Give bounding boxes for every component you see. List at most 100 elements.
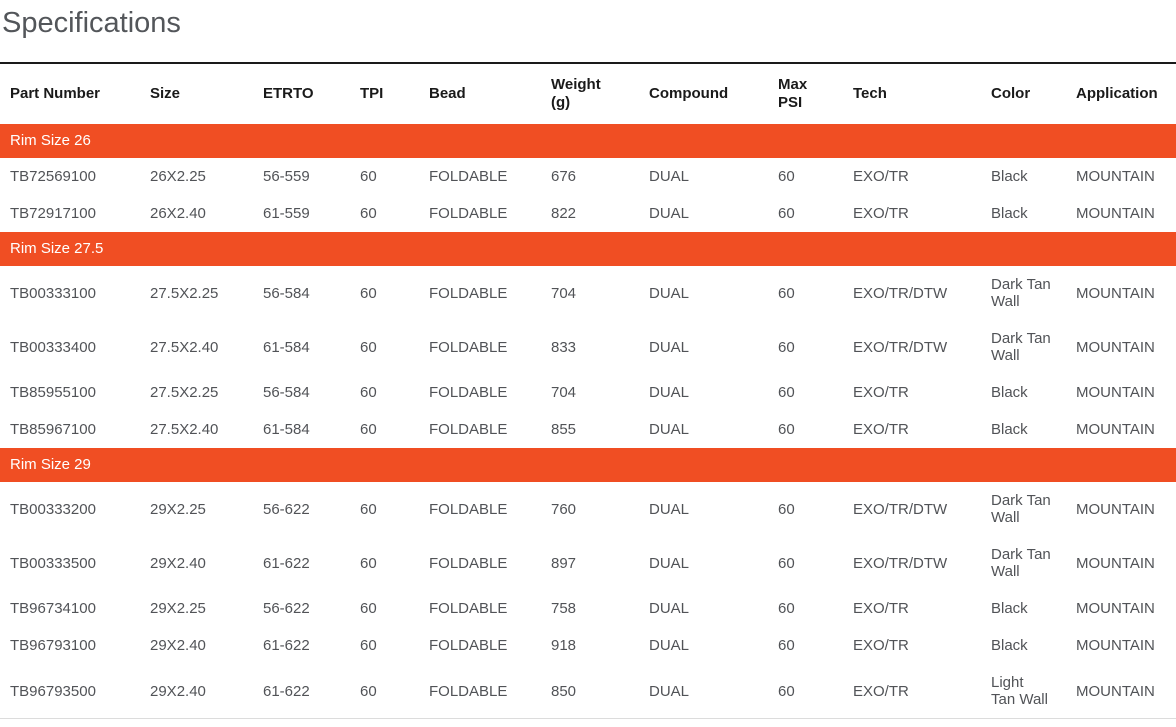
cell-tpi: 60 [360,205,377,222]
cell-tpi: 60 [360,554,377,572]
cell-size: 29X2.40 [150,637,206,654]
cell-etrto: 56-559 [263,168,310,185]
col-header-weight: Weight (g) [551,76,601,111]
table-row: TB00333500 29X2.40 61-622 60 FOLDABLE 89… [0,536,1176,590]
cell-compound: DUAL [649,682,690,700]
cell-application: MOUNTAIN [1076,284,1155,302]
cell-tech: EXO/TR/DTW [853,284,948,302]
col-header-tpi: TPI [360,85,384,102]
cell-max-psi: 60 [778,338,795,356]
cell-max-psi: 60 [778,600,795,617]
cell-tpi: 60 [360,384,377,401]
cell-etrto: 56-584 [263,284,310,302]
cell-application: MOUNTAIN [1076,168,1155,185]
cell-application: MOUNTAIN [1076,554,1155,572]
cell-weight: 897 [551,554,577,572]
cell-max-psi: 60 [778,284,795,302]
col-header-size: Size [150,85,181,102]
cell-weight: 850 [551,682,577,700]
cell-max-psi: 60 [778,554,795,572]
cell-weight: 855 [551,421,577,438]
col-header-compound: Compound [649,85,729,102]
cell-tpi: 60 [360,500,377,518]
cell-bead: FOLDABLE [429,384,508,401]
cell-tpi: 60 [360,168,377,185]
cell-color: Black [991,384,1028,401]
cell-compound: DUAL [649,637,690,654]
table-row: TB00333400 27.5X2.40 61-584 60 FOLDABLE … [0,320,1176,374]
col-header-color: Color [991,85,1031,102]
cell-tech: EXO/TR/DTW [853,338,948,356]
cell-max-psi: 60 [778,205,795,222]
cell-bead: FOLDABLE [429,554,508,572]
cell-size: 27.5X2.25 [150,284,219,302]
cell-tpi: 60 [360,284,377,302]
cell-part-number: TB85955100 [10,384,96,401]
cell-application: MOUNTAIN [1076,500,1155,518]
cell-weight: 760 [551,500,577,518]
cell-color: Dark Tan Wall [991,546,1051,580]
cell-etrto: 61-622 [263,554,310,572]
cell-tech: EXO/TR [853,600,909,617]
cell-bead: FOLDABLE [429,338,508,356]
cell-bead: FOLDABLE [429,500,508,518]
cell-weight: 676 [551,168,577,185]
cell-max-psi: 60 [778,421,795,438]
cell-part-number: TB85967100 [10,421,96,438]
cell-part-number: TB72569100 [10,168,96,185]
cell-weight: 704 [551,384,577,401]
section-label: Rim Size 29 [0,448,1176,482]
section-label: Rim Size 26 [0,124,1176,158]
cell-compound: DUAL [649,168,690,185]
cell-tpi: 60 [360,637,377,654]
cell-tpi: 60 [360,338,377,356]
section-header-row: Rim Size 26 [0,124,1176,158]
cell-tech: EXO/TR [853,682,909,700]
cell-part-number: TB96734100 [10,600,96,617]
cell-etrto: 61-559 [263,205,310,222]
cell-application: MOUNTAIN [1076,637,1155,654]
cell-compound: DUAL [649,554,690,572]
cell-bead: FOLDABLE [429,637,508,654]
cell-tech: EXO/TR [853,637,909,654]
cell-etrto: 56-622 [263,600,310,617]
col-header-bead: Bead [429,85,466,102]
cell-part-number: TB00333100 [10,284,96,302]
col-header-max-psi: Max PSI [778,76,808,111]
cell-tech: EXO/TR [853,205,909,222]
cell-size: 27.5X2.40 [150,421,219,438]
cell-etrto: 61-622 [263,637,310,654]
cell-color: Black [991,600,1028,617]
cell-weight: 918 [551,637,577,654]
cell-tech: EXO/TR/DTW [853,500,948,518]
cell-tech: EXO/TR/DTW [853,554,948,572]
cell-compound: DUAL [649,500,690,518]
cell-color: Black [991,637,1028,654]
cell-weight: 833 [551,338,577,356]
cell-etrto: 61-622 [263,682,310,700]
cell-bead: FOLDABLE [429,600,508,617]
cell-weight: 822 [551,205,577,222]
cell-application: MOUNTAIN [1076,600,1155,617]
cell-color: Black [991,168,1028,185]
cell-color: Light Tan Wall [991,674,1048,708]
cell-part-number: TB72917100 [10,205,96,222]
table-row: TB96793500 29X2.40 61-622 60 FOLDABLE 85… [0,664,1176,719]
cell-compound: DUAL [649,338,690,356]
cell-tpi: 60 [360,600,377,617]
cell-size: 27.5X2.25 [150,384,219,401]
cell-size: 29X2.40 [150,682,206,700]
cell-max-psi: 60 [778,500,795,518]
cell-application: MOUNTAIN [1076,682,1155,700]
col-header-part-number: Part Number [10,85,101,102]
page-title: Specifications [2,7,181,39]
cell-max-psi: 60 [778,682,795,700]
section-header-row: Rim Size 29 [0,448,1176,482]
cell-size: 29X2.25 [150,500,206,518]
cell-size: 26X2.40 [150,205,206,222]
cell-color: Dark Tan Wall [991,492,1051,526]
table-row: TB00333200 29X2.25 56-622 60 FOLDABLE 76… [0,482,1176,536]
cell-compound: DUAL [649,384,690,401]
section-label: Rim Size 27.5 [0,232,1176,266]
